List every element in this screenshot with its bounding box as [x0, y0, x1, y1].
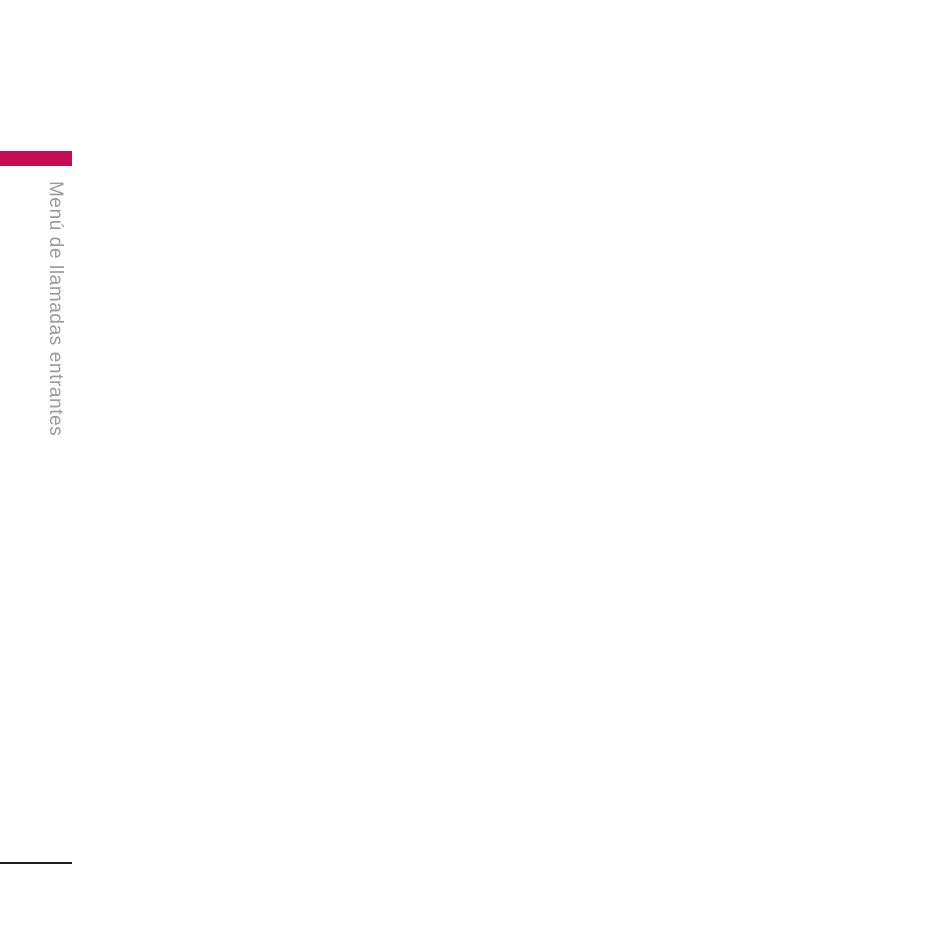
chapter-accent-bar — [0, 151, 72, 166]
chapter-title-vertical: Menú de llamadas entrantes — [45, 181, 66, 437]
footer-rule — [0, 862, 72, 864]
